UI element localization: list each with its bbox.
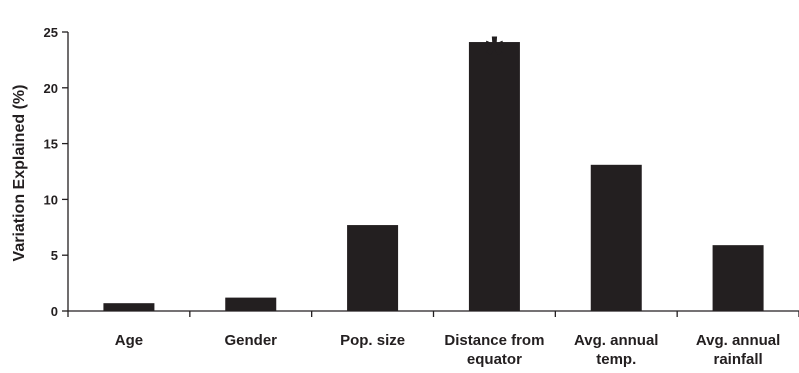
y-tick-label: 0 bbox=[51, 304, 58, 319]
y-tick-label: 20 bbox=[44, 81, 58, 96]
bar-series bbox=[103, 42, 764, 311]
x-tick-label: Avg. annual bbox=[574, 332, 658, 349]
y-tick-label: 10 bbox=[44, 192, 58, 207]
bar bbox=[468, 42, 520, 311]
x-axis bbox=[67, 310, 799, 317]
x-tick-label: Age bbox=[115, 332, 143, 349]
bar bbox=[347, 225, 399, 311]
bar bbox=[225, 297, 277, 311]
x-tick-label: temp. bbox=[596, 351, 636, 368]
y-tick-label: 5 bbox=[51, 248, 58, 263]
bar bbox=[590, 164, 642, 311]
bar bbox=[712, 245, 764, 311]
x-tick-label: rainfall bbox=[713, 351, 762, 368]
y-tick-label: 15 bbox=[44, 137, 58, 152]
x-tick-labels: Age Gender Pop. size Distance from equator Av… bbox=[115, 332, 781, 368]
y-axis-title: Variation Explained (%) bbox=[11, 85, 28, 262]
x-tick-label: Distance from bbox=[444, 332, 544, 349]
y-tick-label: 25 bbox=[44, 25, 58, 40]
x-tick-label: Avg. annual bbox=[696, 332, 780, 349]
significance-asterisk: * bbox=[485, 26, 505, 82]
significance-markers: * bbox=[485, 26, 505, 82]
bar bbox=[103, 303, 155, 311]
y-axis: 0 5 10 15 20 25 bbox=[44, 25, 69, 319]
x-tick-label: Pop. size bbox=[340, 332, 405, 349]
x-tick-label: Gender bbox=[224, 332, 277, 349]
x-tick-label: equator bbox=[467, 351, 522, 368]
